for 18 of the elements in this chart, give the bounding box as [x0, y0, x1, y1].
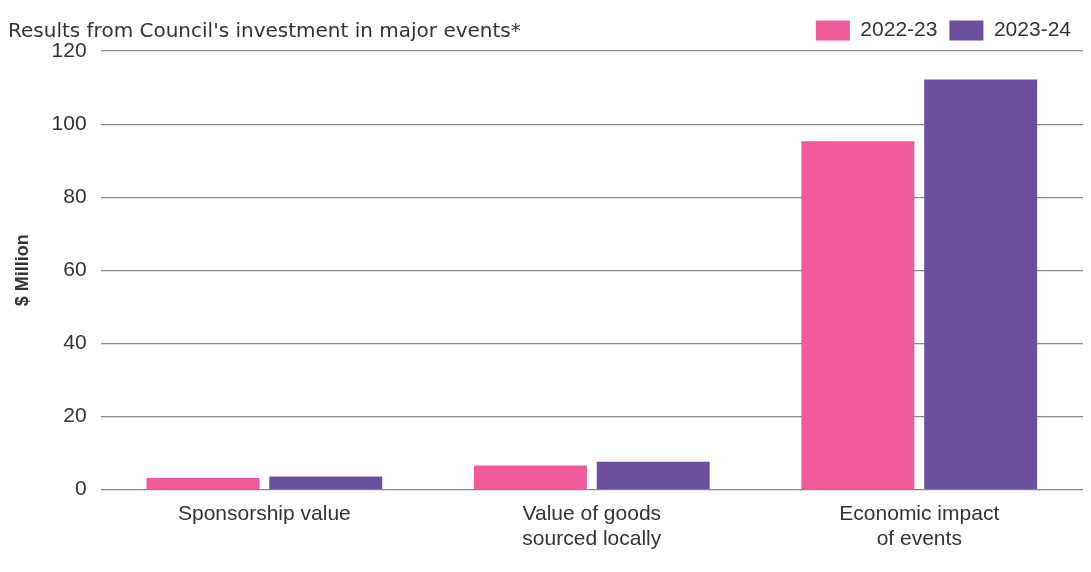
bar	[269, 476, 383, 489]
bar	[146, 477, 260, 489]
y-tick-label: 80	[63, 184, 87, 207]
y-tick-label: 40	[63, 330, 87, 354]
legend-label: 2023-24	[993, 17, 1072, 41]
bar	[801, 141, 915, 489]
x-tick-label: Economic impact of events	[839, 501, 1000, 550]
y-tick-label: 100	[51, 110, 87, 134]
bar	[596, 461, 710, 489]
y-axis-title: $ Million	[11, 234, 32, 307]
y-tick-label: 60	[63, 257, 87, 281]
legend-label: 2022-23	[860, 17, 938, 41]
bar	[473, 465, 587, 489]
x-tick-label: Value of goods sourced locally	[522, 501, 662, 550]
y-tick-label: 20	[63, 403, 87, 427]
bar	[924, 79, 1038, 489]
x-tick-label: Sponsorship value	[177, 501, 351, 524]
y-tick-label: 0	[74, 476, 87, 500]
